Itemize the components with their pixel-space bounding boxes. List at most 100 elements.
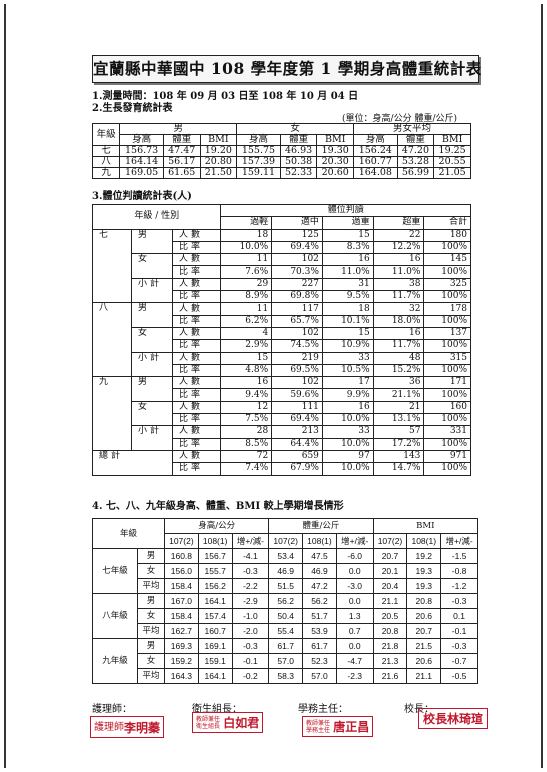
value-cell: 11 [220,253,273,267]
document-title: 宜蘭縣中華國中 108 學年度第 1 學期身高體重統計表 [92,55,481,83]
value-cell: 315 [423,351,471,365]
row-label: 女 [137,563,165,579]
value-cell: 18.0% [372,314,425,328]
total-row: 總計 人數 72 659 97 143 971 [92,449,471,476]
value-cell: 100% [423,388,471,402]
value-cell: 69.4% [271,413,323,427]
value-cell: 100% [423,339,471,353]
table-row: 比率 10.0% 69.4% 8.3% 12.2% 100% [93,240,471,255]
column-header: BMI [199,134,238,146]
value-cell: 69.8% [271,290,323,304]
value-cell: 0.0 [335,563,374,579]
value-cell: 56.2 [268,593,304,609]
total-row: 比率 7.4% 67.9% 10.0% 14.7% 100% [93,462,471,476]
value-cell: 52.3 [302,653,337,669]
value-cell: 31 [321,277,374,292]
value-cell: -4.1 [231,548,270,564]
row-label: 平均 [137,623,165,639]
value-cell: 9.5% [321,290,374,304]
table-row: 九 169.05 61.65 21.50 159.11 52.33 20.60 164.08 5… [91,167,471,179]
value-cell: 14.7% [372,462,425,476]
table-row: 七 156.73 47.47 19.20 155.75 46.93 19.30 156.24 4… [91,145,471,157]
column-header: 108(1) [197,533,233,549]
nurse-stamp-name: 李明蓁 [124,721,161,735]
row-label: 人數 [171,228,222,242]
table-row: 八 164.14 56.17 20.80 157.39 50.38 20.30 160.77 5… [91,156,471,168]
gender-cell: 小計 [131,425,173,451]
scan-border-left [4,4,6,768]
value-cell: 46.93 [279,145,318,157]
value-cell: 16 [321,253,374,267]
body-position-table: 年級 / 性別 體位判讀 過輕 適中 過重 超重 合計七男人數 18 125 15 22 180 比率 1… [91,203,471,476]
table-row: 比率 2.9% 74.5% 10.9% 11.7% 100% [93,339,471,353]
value-cell: 36 [372,376,425,390]
value-cell: 325 [423,277,471,292]
table-row: 比率 9.4% 59.6% 9.9% 21.1% 100% [93,388,471,402]
value-cell: 72 [220,449,273,464]
nurse-label: 護理師： [92,704,132,715]
value-cell: 11.0% [321,265,374,279]
value-cell: 11.7% [372,339,425,353]
table-row: 小計 人數 15 219 33 48 315 [93,351,471,378]
group-header: 男 [119,123,238,135]
value-cell: 20.8 [406,593,442,609]
value-cell: 145 [423,253,471,267]
value-cell: 162.7 [164,623,199,639]
value-cell: 155.75 [236,145,281,157]
principal-stamp: 校長林琦瑄 [418,708,489,729]
value-cell: -2.0 [231,623,270,639]
table-row: 九年級男 169.3 169.1 -0.3 61.7 61.7 0.0 21.8 21.5 -0.… [92,638,478,684]
value-cell: 0.0 [335,593,374,609]
row-label: 女 [137,653,165,669]
column-header: 體重 [162,134,201,146]
health-stamp-name: 白如君 [223,716,260,730]
gender-cell: 女 [131,253,173,279]
row-label: 比率 [171,413,222,427]
row-label: 比率 [171,265,222,279]
value-cell: 56.17 [162,156,201,168]
header-row: 年級 / 性別 體位判讀 [91,203,471,230]
value-cell: 21.5 [406,638,442,654]
value-cell: 227 [271,277,323,292]
health-director-label: 衛生組長： [192,704,242,715]
value-cell: 38 [372,277,425,292]
value-cell: 20.1 [372,563,408,579]
value-cell: 160.7 [197,623,233,639]
column-header: 身高 [353,134,398,146]
table-row: 小計 人數 28 213 33 57 331 [93,425,471,451]
column-header: BMI [316,134,355,146]
value-cell: 20.4 [372,578,408,594]
value-cell: 137 [423,326,471,341]
value-cell: 46.9 [302,563,337,579]
row-label: 人數 [171,326,222,341]
value-cell: -0.3 [440,593,478,609]
column-header: 過輕 [220,216,273,230]
grade-cell: 八 [92,302,132,378]
value-cell: -0.3 [231,638,270,654]
row-label: 人數 [171,425,222,439]
value-cell: 67.9% [271,462,323,476]
value-cell: 21.3 [372,653,408,669]
value-cell: 102 [271,376,323,390]
value-cell: 61.65 [162,167,201,179]
value-cell: 97 [321,449,374,464]
value-cell: 159.2 [164,653,199,669]
value-cell: 18 [321,302,374,316]
value-cell: 102 [271,326,323,341]
row-label: 人數 [171,449,222,464]
gender-cell: 男 [131,376,173,402]
subheader-row: 過輕 適中 過重 超重 合計 [93,216,471,230]
value-cell: 158.4 [164,608,199,624]
unit-note: (單位：身高/公分 體重/公斤) [342,114,457,124]
value-cell: 100% [423,290,471,304]
value-cell: 51.5 [268,578,304,594]
gender-cell: 女 [131,400,173,427]
value-cell: -0.2 [231,668,270,684]
value-cell: 47.5 [302,548,337,564]
row-label: 比率 [171,363,222,378]
value-cell: -1.0 [231,608,270,624]
value-cell: 156.2 [197,578,233,594]
row-label: 男 [137,548,165,564]
column-header: 適中 [271,216,323,230]
